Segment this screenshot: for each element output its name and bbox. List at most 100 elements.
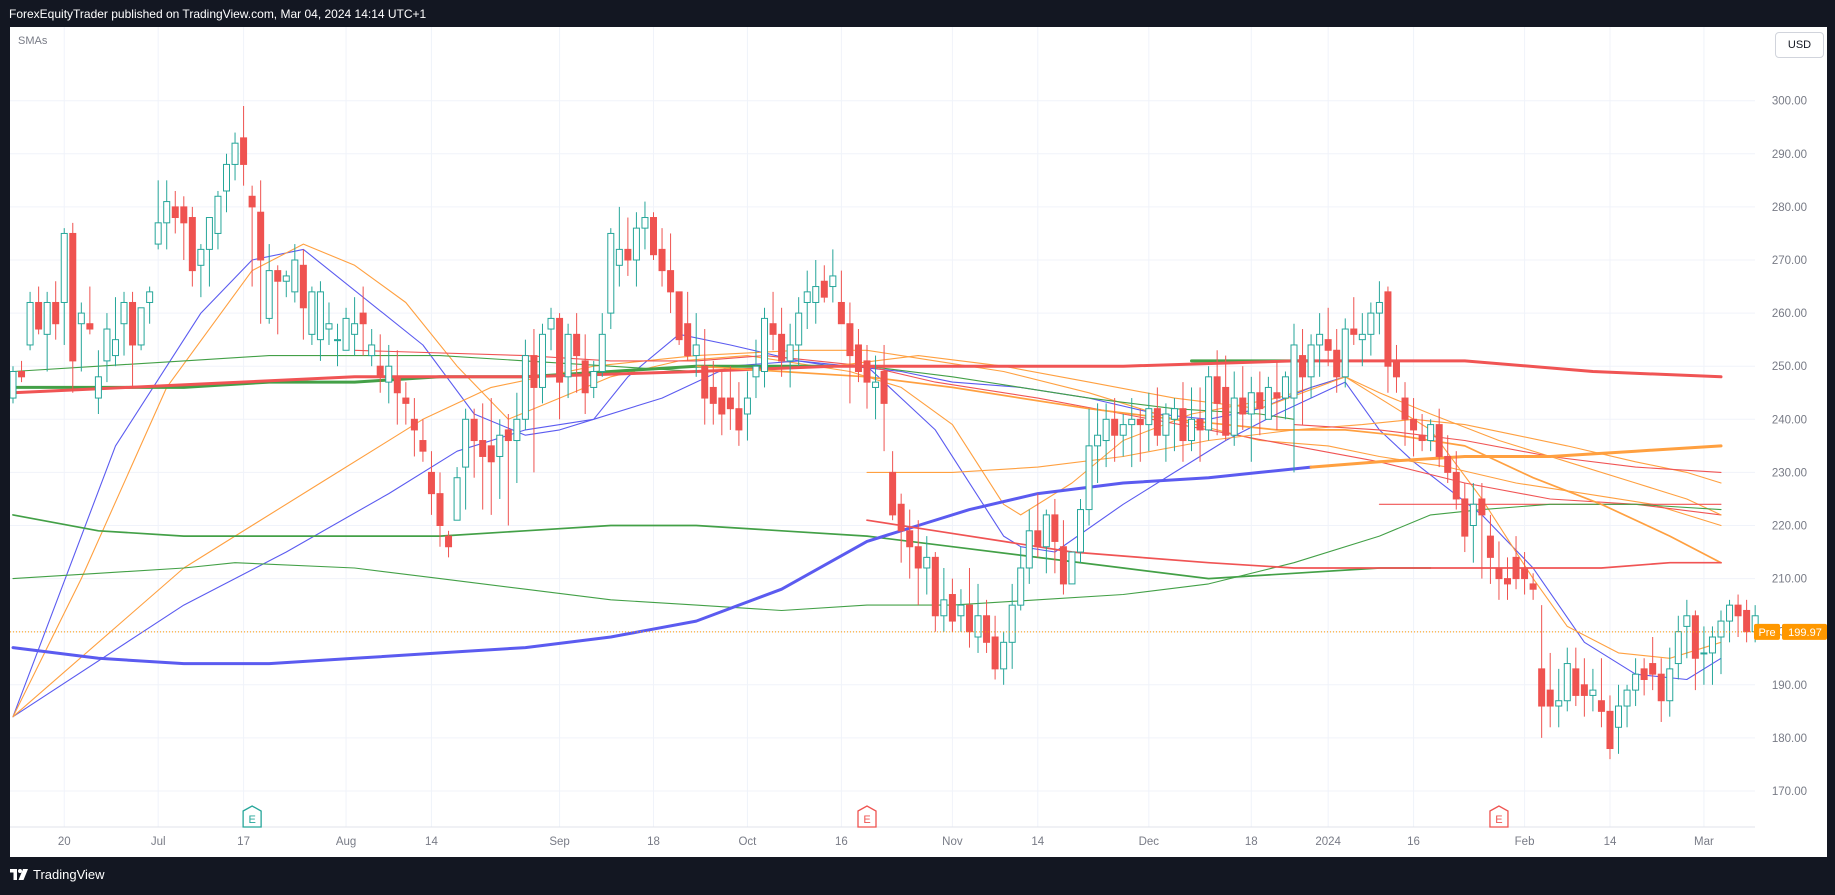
candle-up[interactable]: [1102, 418, 1110, 442]
candle-down[interactable]: [820, 280, 828, 298]
candle-down[interactable]: [1196, 418, 1204, 431]
candle-down[interactable]: [914, 546, 922, 569]
candle-up[interactable]: [513, 418, 521, 442]
candle-down[interactable]: [556, 317, 564, 383]
candle-up[interactable]: [453, 477, 461, 521]
candle-down[interactable]: [180, 206, 188, 224]
candle-up[interactable]: [1264, 386, 1272, 420]
candle-up[interactable]: [205, 217, 213, 250]
candle-up[interactable]: [1358, 333, 1366, 341]
candle-down[interactable]: [581, 360, 589, 394]
candle-up[interactable]: [265, 270, 273, 319]
candle-down[interactable]: [667, 270, 675, 293]
tradingview-brand[interactable]: TradingView: [10, 867, 105, 882]
candle-down[interactable]: [1640, 668, 1648, 680]
candle-down[interactable]: [427, 471, 435, 495]
candle-up[interactable]: [1717, 620, 1725, 638]
candle-down[interactable]: [718, 397, 726, 415]
candle-up[interactable]: [1094, 434, 1102, 447]
candle-down[interactable]: [1734, 604, 1742, 617]
candle-down[interactable]: [1521, 567, 1529, 580]
candle-up[interactable]: [325, 323, 333, 330]
candle-down[interactable]: [18, 371, 26, 378]
candle-up[interactable]: [1555, 700, 1563, 707]
candle-down[interactable]: [188, 217, 196, 272]
candle-up[interactable]: [1563, 663, 1571, 702]
candle-up[interactable]: [1247, 392, 1255, 415]
candle-up[interactable]: [111, 339, 119, 357]
candle-up[interactable]: [1589, 689, 1597, 696]
candle-up[interactable]: [1708, 636, 1716, 654]
candle-down[interactable]: [1273, 392, 1281, 399]
candle-up[interactable]: [786, 344, 794, 362]
candle-down[interactable]: [240, 137, 248, 165]
candle-down[interactable]: [675, 291, 683, 341]
candle-up[interactable]: [1375, 301, 1383, 314]
candle-down[interactable]: [1111, 418, 1119, 436]
candle-down[interactable]: [658, 248, 666, 272]
candle-up[interactable]: [974, 615, 982, 638]
candle-down[interactable]: [889, 471, 897, 516]
candle-down[interactable]: [1597, 700, 1605, 712]
candle-down[interactable]: [778, 333, 786, 362]
candle-up[interactable]: [1316, 333, 1324, 346]
candle-down[interactable]: [299, 264, 307, 309]
candle-up[interactable]: [231, 142, 239, 165]
candle-up[interactable]: [1615, 705, 1623, 728]
candle-down[interactable]: [1410, 418, 1418, 431]
candle-up[interactable]: [957, 604, 965, 617]
candle-down[interactable]: [1350, 328, 1358, 335]
candle-up[interactable]: [1281, 376, 1289, 399]
candle-down[interactable]: [1179, 408, 1187, 442]
candle-down[interactable]: [1546, 689, 1554, 707]
candle-up[interactable]: [923, 556, 931, 569]
candle-up[interactable]: [795, 312, 803, 346]
candle-up[interactable]: [77, 312, 85, 325]
candle-down[interactable]: [129, 301, 137, 346]
candle-down[interactable]: [1580, 684, 1588, 696]
candle-down[interactable]: [1444, 455, 1452, 473]
earnings-marker[interactable]: [1489, 805, 1509, 828]
candle-down[interactable]: [410, 418, 418, 431]
candle-up[interactable]: [1666, 668, 1674, 702]
candle-up[interactable]: [214, 195, 222, 234]
candle-down[interactable]: [504, 429, 512, 442]
candle-down[interactable]: [880, 371, 888, 404]
candle-up[interactable]: [163, 201, 171, 224]
candle-up[interactable]: [1632, 673, 1640, 691]
candle-up[interactable]: [223, 163, 230, 192]
candle-down[interactable]: [650, 217, 657, 256]
candle-down[interactable]: [359, 312, 367, 325]
candle-down[interactable]: [1392, 360, 1400, 378]
earnings-marker[interactable]: [857, 805, 877, 828]
candle-down[interactable]: [1529, 583, 1537, 590]
candle-up[interactable]: [1042, 514, 1050, 548]
candle-down[interactable]: [1512, 556, 1520, 580]
candle-up[interactable]: [1341, 328, 1349, 378]
candle-up[interactable]: [1077, 509, 1084, 553]
candle-down[interactable]: [948, 594, 956, 622]
candle-down[interactable]: [530, 355, 538, 388]
candle-up[interactable]: [598, 333, 606, 373]
candle-up[interactable]: [743, 397, 751, 415]
candle-down[interactable]: [52, 301, 60, 325]
candle-up[interactable]: [641, 217, 649, 229]
candle-down[interactable]: [1153, 408, 1161, 436]
candle-up[interactable]: [538, 333, 546, 388]
candle-down[interactable]: [991, 636, 999, 670]
candle-down[interactable]: [931, 556, 939, 617]
candle-down[interactable]: [1333, 349, 1341, 378]
candle-up[interactable]: [1683, 615, 1691, 627]
candle-down[interactable]: [248, 195, 256, 208]
candle-down[interactable]: [86, 323, 94, 330]
candle-down[interactable]: [487, 445, 495, 463]
candle-down[interactable]: [1239, 397, 1247, 415]
candle-up[interactable]: [1623, 689, 1631, 707]
candle-down[interactable]: [769, 323, 777, 335]
candle-down[interactable]: [701, 365, 709, 399]
candle-down[interactable]: [1478, 498, 1486, 516]
candle-down[interactable]: [1222, 386, 1230, 436]
candle-down[interactable]: [1059, 546, 1067, 585]
candle-up[interactable]: [1068, 551, 1076, 585]
candle-down[interactable]: [846, 323, 854, 357]
